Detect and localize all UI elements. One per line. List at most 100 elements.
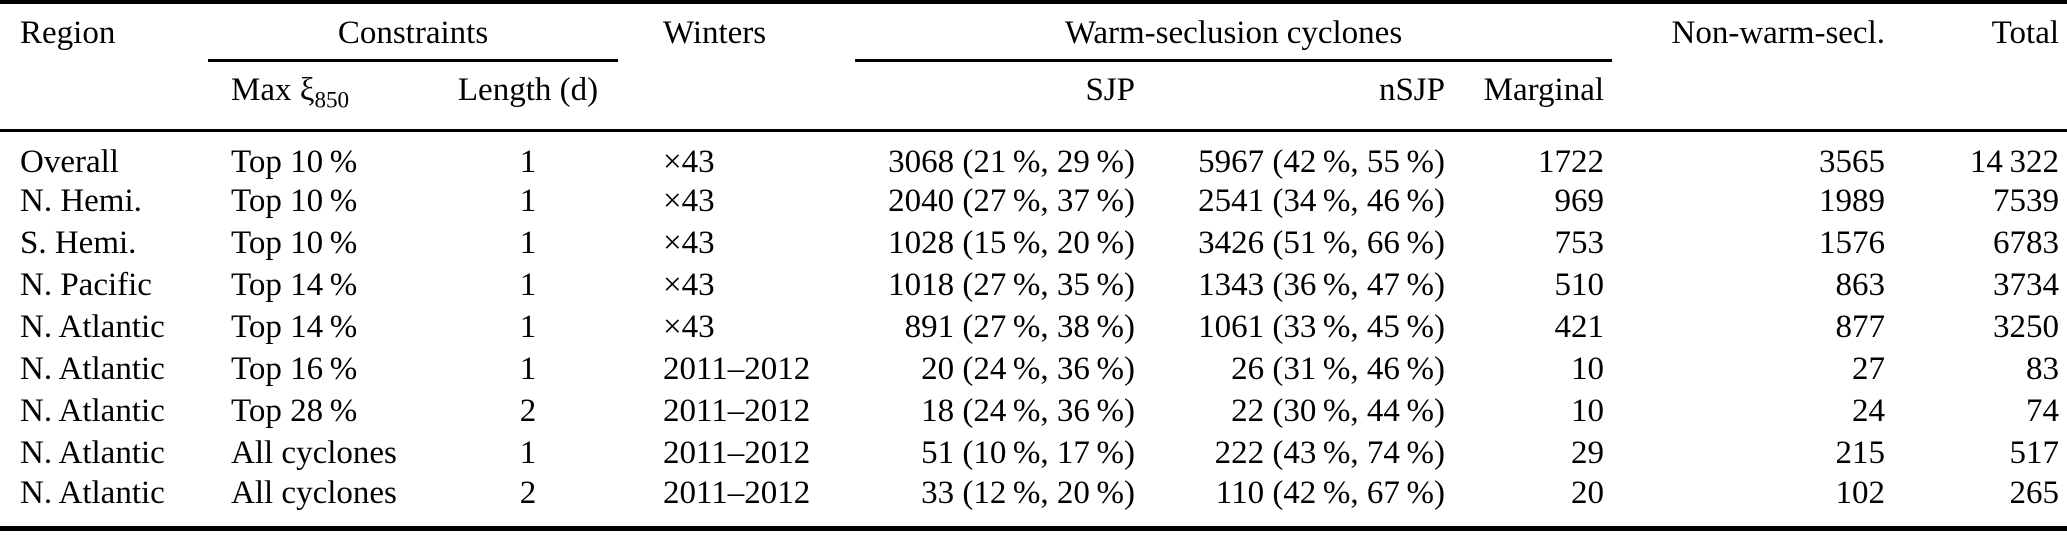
paper-table-page: Region Constraints Winters Warm-seclusio… xyxy=(0,0,2067,531)
cyclone-statistics-table: Region Constraints Winters Warm-seclusio… xyxy=(0,0,2067,531)
cell-region: S. Hemi. xyxy=(20,225,137,261)
cell-sjp: 51 (10 %, 17 %) xyxy=(921,435,1135,471)
col-header-max-xi: Max ξ850 xyxy=(208,60,438,132)
cell-sjp: 20 (24 %, 36 %) xyxy=(921,351,1135,387)
table-row: N. Hemi. Top 10 % 1 ×43 2040 (27 %, 37 %) 254… xyxy=(0,181,2067,223)
cell-length: 1 xyxy=(519,435,537,471)
cell-total: 517 xyxy=(2009,435,2060,471)
cell-length: 2 xyxy=(519,474,537,511)
cell-non-warm: 1989 xyxy=(1819,183,1886,219)
cell-region: Overall xyxy=(20,143,119,180)
table-row: Overall Top 10 % 1 ×43 3068 (21 %, 29 %) 5967… xyxy=(0,130,2067,181)
xi-pressure-level-subscript: 850 xyxy=(314,86,350,113)
col-header-winters: Winters xyxy=(618,2,855,132)
cell-winters: ×43 xyxy=(663,225,715,261)
cell-marginal: 1722 xyxy=(1538,143,1605,180)
cell-nsjp: 110 (42 %, 67 %) xyxy=(1215,474,1445,511)
cell-max-xi: Top 28 % xyxy=(231,393,358,429)
cell-nsjp: 1061 (33 %, 45 %) xyxy=(1198,309,1445,345)
cell-marginal: 753 xyxy=(1554,225,1605,261)
table-header: Region Constraints Winters Warm-seclusio… xyxy=(0,2,2067,132)
cell-nsjp: 2541 (34 %, 46 %) xyxy=(1198,183,1445,219)
cell-nsjp: 3426 (51 %, 66 %) xyxy=(1198,225,1445,261)
cell-length: 1 xyxy=(519,351,537,387)
cell-region: N. Pacific xyxy=(20,267,152,303)
cell-winters: ×43 xyxy=(663,143,715,180)
cell-region: N. Atlantic xyxy=(20,351,165,387)
cell-total: 74 xyxy=(2026,393,2060,429)
cell-total: 265 xyxy=(2009,474,2060,511)
cell-non-warm: 102 xyxy=(1835,474,1886,511)
cell-marginal: 10 xyxy=(1571,393,1605,429)
cell-max-xi: Top 10 % xyxy=(231,225,358,261)
cell-region: N. Atlantic xyxy=(20,309,165,345)
cell-length: 1 xyxy=(519,267,537,303)
cell-sjp: 33 (12 %, 20 %) xyxy=(921,474,1135,511)
col-group-warm-seclusion: Warm-seclusion cyclones xyxy=(855,2,1613,62)
cell-max-xi: All cyclones xyxy=(231,435,397,471)
cell-non-warm: 3565 xyxy=(1819,143,1886,180)
col-header-nsjp: nSJP xyxy=(1145,60,1455,132)
table-body: Overall Top 10 % 1 ×43 3068 (21 %, 29 %) 5967… xyxy=(0,130,2067,528)
cell-nsjp: 1343 (36 %, 47 %) xyxy=(1198,267,1445,303)
col-group-warm-seclusion-label: Warm-seclusion cyclones xyxy=(1064,15,1403,51)
cell-total: 3734 xyxy=(1993,267,2060,303)
cell-winters: ×43 xyxy=(663,183,715,219)
cell-total: 7539 xyxy=(1993,183,2060,219)
cell-length: 1 xyxy=(519,143,537,180)
cell-non-warm: 863 xyxy=(1835,267,1886,303)
cell-non-warm: 215 xyxy=(1835,435,1886,471)
cell-total: 14 322 xyxy=(1969,143,2060,180)
col-header-non-warm-secl: Non-warm-secl. xyxy=(1612,2,1896,132)
col-group-constraints-label: Constraints xyxy=(337,15,489,51)
cell-region: N. Atlantic xyxy=(20,393,165,429)
cell-length: 1 xyxy=(519,183,537,219)
cell-length: 2 xyxy=(519,393,537,429)
cell-sjp: 2040 (27 %, 37 %) xyxy=(888,183,1135,219)
cell-region: N. Atlantic xyxy=(20,435,165,471)
table-row: N. Atlantic All cyclones 1 2011–2012 51 (10 … xyxy=(0,433,2067,475)
col-header-max-xi-label: Max ξ xyxy=(231,71,315,108)
table-row: N. Pacific Top 14 % 1 ×43 1018 (27 %, 35 %) 1… xyxy=(0,265,2067,307)
cell-region: N. Hemi. xyxy=(20,183,142,219)
cell-nsjp: 222 (43 %, 74 %) xyxy=(1214,435,1445,471)
cell-nsjp: 22 (30 %, 44 %) xyxy=(1231,393,1445,429)
col-header-sjp: SJP xyxy=(855,60,1145,132)
cell-max-xi: All cyclones xyxy=(231,474,397,511)
table-row: N. Atlantic All cyclones 2 2011–2012 33 (12 … xyxy=(0,475,2067,529)
cell-sjp: 18 (24 %, 36 %) xyxy=(921,393,1135,429)
cell-winters: ×43 xyxy=(663,267,715,303)
cell-winters: ×43 xyxy=(663,309,715,345)
table-row: N. Atlantic Top 16 % 1 2011–2012 20 (24 %, 3… xyxy=(0,349,2067,391)
cell-marginal: 29 xyxy=(1571,435,1605,471)
cell-non-warm: 27 xyxy=(1852,351,1886,387)
cell-sjp: 1028 (15 %, 20 %) xyxy=(888,225,1135,261)
cell-total: 3250 xyxy=(1993,309,2060,345)
cell-sjp: 891 (27 %, 38 %) xyxy=(904,309,1135,345)
cell-marginal: 10 xyxy=(1571,351,1605,387)
cell-max-xi: Top 10 % xyxy=(231,183,358,219)
cell-total: 6783 xyxy=(1993,225,2060,261)
cell-marginal: 20 xyxy=(1571,474,1605,511)
cell-max-xi: Top 14 % xyxy=(231,267,358,303)
cell-winters: 2011–2012 xyxy=(663,393,811,429)
cell-max-xi: Top 16 % xyxy=(231,351,358,387)
cell-marginal: 510 xyxy=(1554,267,1605,303)
col-group-constraints: Constraints xyxy=(208,2,618,62)
table-row: N. Atlantic Top 28 % 2 2011–2012 18 (24 %, 3… xyxy=(0,391,2067,433)
col-header-length: Length (d) xyxy=(438,60,618,132)
cell-length: 1 xyxy=(519,309,537,345)
cell-sjp: 3068 (21 %, 29 %) xyxy=(888,143,1135,180)
cell-nsjp: 26 (31 %, 46 %) xyxy=(1231,351,1445,387)
col-header-marginal: Marginal xyxy=(1455,60,1613,132)
table-row: S. Hemi. Top 10 % 1 ×43 1028 (15 %, 20 %) 342… xyxy=(0,223,2067,265)
header-sub-row: Max ξ850 Length (d) SJP nSJP Marginal xyxy=(0,60,2067,132)
cell-marginal: 969 xyxy=(1554,183,1605,219)
col-header-total: Total xyxy=(1895,2,2067,132)
cell-max-xi: Top 10 % xyxy=(231,143,358,180)
cell-marginal: 421 xyxy=(1554,309,1605,345)
cell-winters: 2011–2012 xyxy=(663,351,811,387)
cell-non-warm: 24 xyxy=(1852,393,1886,429)
cell-max-xi: Top 14 % xyxy=(231,309,358,345)
col-header-region: Region xyxy=(0,2,208,132)
